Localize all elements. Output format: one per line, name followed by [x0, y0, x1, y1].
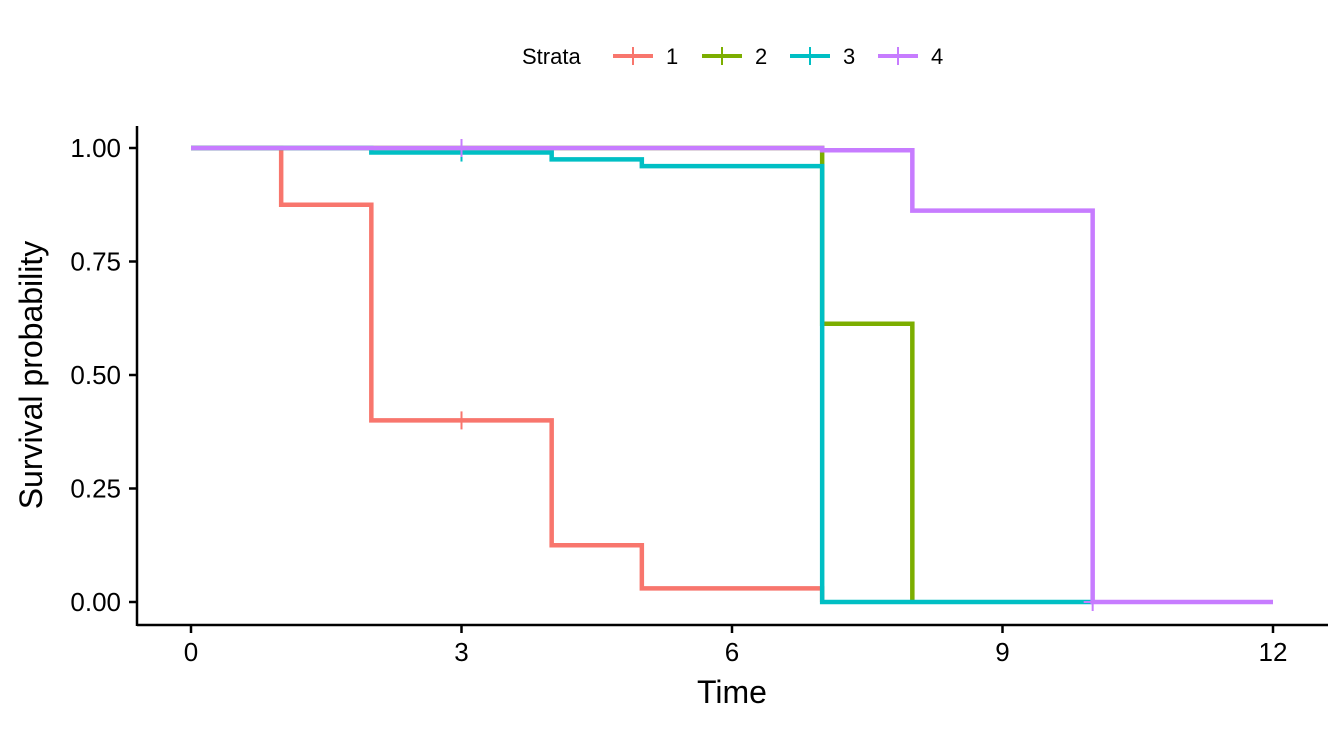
y-tick-label: 0.50: [70, 360, 121, 390]
y-tick-label: 0.25: [70, 474, 121, 504]
y-tick-label: 0.00: [70, 587, 121, 617]
x-tick-label: 0: [184, 637, 198, 667]
y-axis-title: Survival probability: [13, 241, 49, 510]
legend-label-3: 3: [843, 44, 855, 69]
series-line-3: [191, 145, 1093, 605]
legend-label-4: 4: [931, 44, 943, 69]
y-tick-label: 0.75: [70, 247, 121, 277]
series-line-1: [191, 145, 825, 602]
legend-title: Strata: [522, 44, 581, 69]
legend-label-2: 2: [755, 44, 767, 69]
axes: 0 3 6 9 12 0.00 0.25 0.50 0.75 1.00: [70, 126, 1328, 667]
x-tick-label: 9: [995, 637, 1009, 667]
x-axis-title: Time: [697, 674, 767, 710]
series-line-4: [191, 145, 1273, 605]
x-tick-label: 12: [1259, 637, 1288, 667]
series-lines: [191, 139, 1273, 611]
x-tick-label: 3: [454, 637, 468, 667]
legend-label-1: 1: [666, 44, 678, 69]
x-tick-label: 6: [725, 637, 739, 667]
y-tick-label: 1.00: [70, 133, 121, 163]
legend: Strata 1 2 3 4: [522, 44, 943, 69]
